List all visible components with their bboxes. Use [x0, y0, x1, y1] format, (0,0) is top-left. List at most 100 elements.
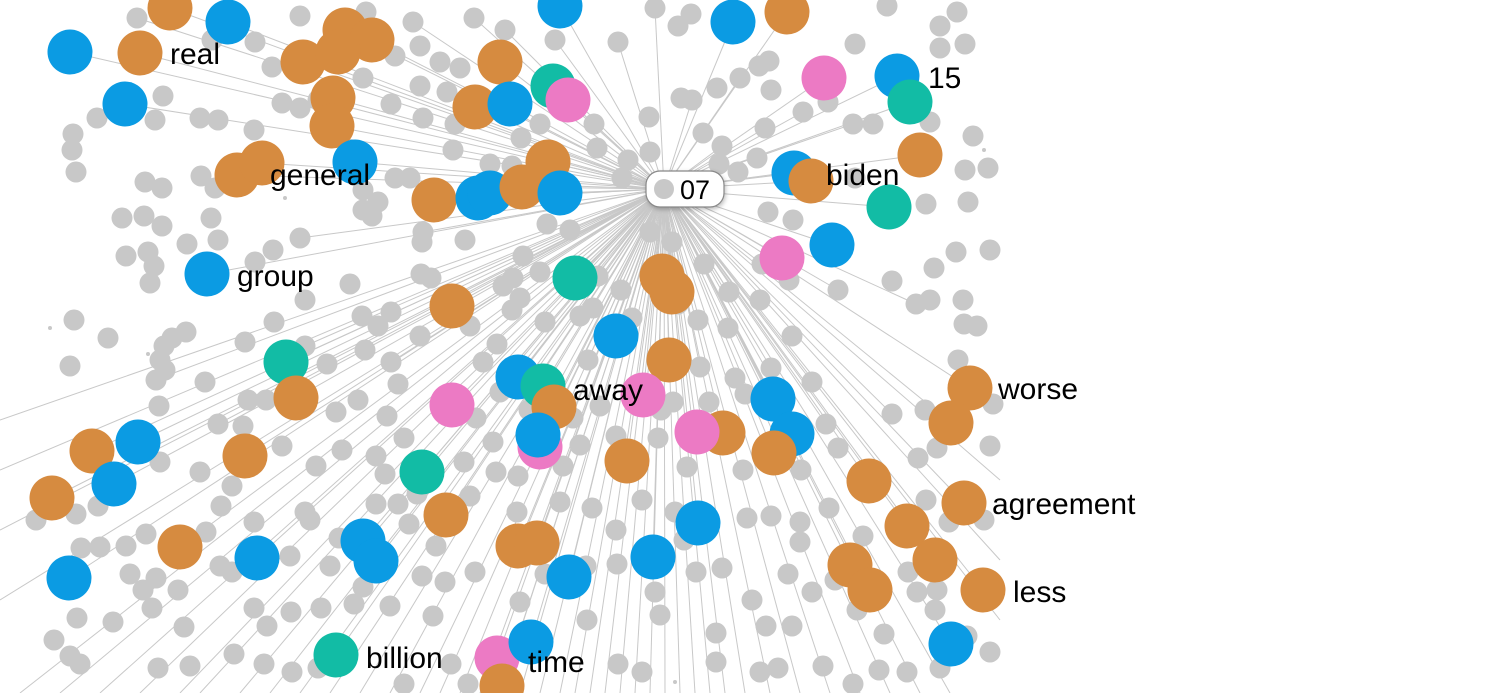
label-worse: worse [997, 373, 1078, 406]
orange-node [884, 503, 930, 549]
gray-node [175, 321, 197, 343]
gray-node [261, 56, 283, 78]
blue-node [750, 376, 796, 422]
gray-node [509, 591, 531, 613]
gray-node [966, 315, 988, 337]
gray-node [649, 604, 671, 626]
label-general: general [270, 159, 370, 192]
gray-node [271, 92, 293, 114]
pink-node [429, 382, 475, 428]
orange-node [69, 428, 115, 474]
gray-node [926, 579, 948, 601]
blue-node [675, 500, 721, 546]
gray-node [506, 501, 528, 523]
gray-node [781, 325, 803, 347]
gray-node [221, 475, 243, 497]
gray-node [644, 581, 666, 603]
gray-node [852, 525, 874, 547]
orange-node [157, 524, 203, 570]
gray-node [717, 317, 739, 339]
gray-node [881, 403, 903, 425]
gray-node [876, 0, 898, 17]
gray-node [380, 301, 402, 323]
gray-node [243, 511, 265, 533]
orange-node [452, 84, 498, 130]
blue-node [353, 538, 399, 584]
gray-node [361, 205, 383, 227]
gray-node [529, 261, 551, 283]
gray-node [262, 239, 284, 261]
blue-node [47, 29, 93, 75]
gray-node [63, 309, 85, 331]
edge [663, 188, 893, 415]
gray-node [387, 493, 409, 515]
gray-node [195, 521, 217, 543]
blue-node [809, 222, 855, 268]
blue-node [508, 619, 554, 665]
gray-node [379, 595, 401, 617]
gray-node [331, 439, 353, 461]
gray-node [310, 597, 332, 619]
center-node[interactable]: 07 [645, 170, 725, 208]
gray-node [279, 545, 301, 567]
gray-node [244, 251, 266, 273]
gray-node [676, 456, 698, 478]
gray-node [442, 139, 464, 161]
gray-node [436, 81, 458, 103]
gray-speck [982, 148, 986, 152]
blue-node [546, 554, 592, 600]
gray-node [644, 0, 666, 19]
gray-node [818, 497, 840, 519]
gray-node [61, 139, 83, 161]
gray-node [897, 561, 919, 583]
blue-node [710, 0, 756, 45]
gray-node [190, 165, 212, 187]
edge [236, 174, 665, 190]
gray-node [243, 597, 265, 619]
gray-node [294, 289, 316, 311]
gray-node [133, 205, 155, 227]
edge [68, 188, 665, 579]
gray-node [727, 161, 749, 183]
gray-node [102, 611, 124, 633]
gray-node [343, 593, 365, 615]
gray-node [639, 221, 661, 243]
gray-node [582, 297, 604, 319]
gray-node [459, 485, 481, 507]
gray-node [65, 161, 87, 183]
edge [663, 75, 898, 190]
gray-node [434, 571, 456, 593]
gray-node [685, 561, 707, 583]
orange-node [423, 492, 469, 538]
gray-node [422, 605, 444, 627]
gray-node [962, 125, 984, 147]
gray-node [411, 231, 433, 253]
gray-node [352, 179, 374, 201]
edge [261, 162, 665, 190]
gray-node [952, 289, 974, 311]
gray-node [907, 447, 929, 469]
orange-node [764, 0, 810, 35]
gray-node [873, 623, 895, 645]
blue-node [928, 621, 974, 667]
gray-node [724, 367, 746, 389]
pink-node [620, 372, 666, 418]
gray-node [393, 673, 415, 693]
orange-node [411, 177, 457, 223]
gray-node [271, 435, 293, 457]
gray-node [189, 107, 211, 129]
gray-node [631, 489, 653, 511]
gray-node [134, 171, 156, 193]
gray-node [200, 207, 222, 229]
gray-node [929, 15, 951, 37]
gray-node [449, 57, 471, 79]
gray-node [945, 241, 967, 263]
gray-node [148, 395, 170, 417]
gray-node [748, 55, 770, 77]
gray-node [732, 459, 754, 481]
gray-node [790, 459, 812, 481]
orange-node [429, 283, 475, 329]
gray-node [746, 147, 768, 169]
gray-node [881, 270, 903, 292]
gray-node [207, 109, 229, 131]
